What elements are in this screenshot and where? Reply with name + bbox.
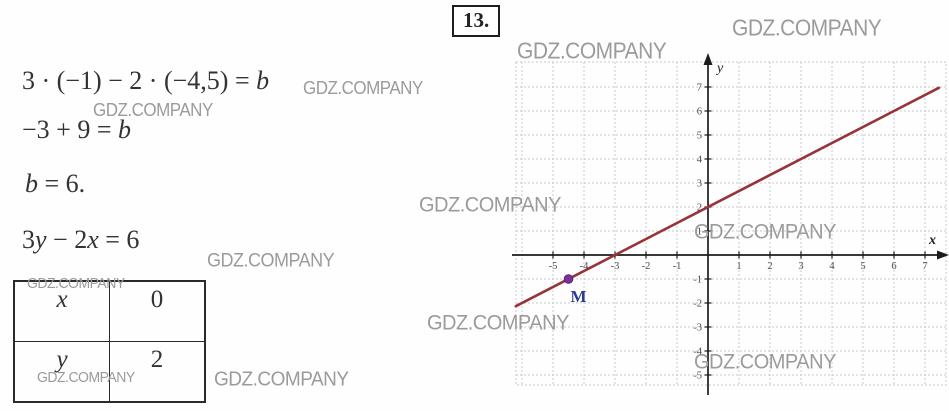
grid-border xyxy=(515,61,947,386)
x-axis-label: x xyxy=(928,233,936,248)
equation-variable: x xyxy=(87,225,99,254)
x-tick-label: 6 xyxy=(891,261,896,272)
y-axis-arrow-icon xyxy=(703,53,713,65)
equation-variable: b xyxy=(25,169,38,198)
x-tick-label: 2 xyxy=(767,261,772,272)
watermark: GDZ.COMPANY xyxy=(427,311,569,335)
y-tick-label: 6 xyxy=(697,107,702,118)
x-tick-label: 5 xyxy=(860,261,865,272)
watermark: GDZ.COMPANY xyxy=(37,368,135,386)
y-tick-label: -1 xyxy=(693,275,702,286)
x-tick-label: -2 xyxy=(642,261,651,272)
watermark: GDZ.COMPANY xyxy=(419,193,561,217)
equation-text: = 6. xyxy=(38,169,86,198)
y-tick-label: -5 xyxy=(693,371,702,382)
equation-variable: y xyxy=(35,225,47,254)
watermark: GDZ.COMPANY xyxy=(207,249,335,271)
y-tick-label: 2 xyxy=(697,203,702,214)
x-tick-label: 1 xyxy=(736,261,741,272)
x-tick-label: -3 xyxy=(611,261,620,272)
equation-variable: b xyxy=(118,115,131,144)
y-tick-label: -2 xyxy=(693,299,702,310)
y-tick-label: -4 xyxy=(693,347,702,358)
point-m-label: M xyxy=(571,287,587,306)
x-tick-label: -1 xyxy=(673,261,682,272)
values-table: x 0 y 2 xyxy=(13,280,206,403)
x-axis-arrow-icon xyxy=(937,250,949,260)
y-tick-label: 3 xyxy=(697,179,702,190)
table-cell-y-label: y xyxy=(13,341,110,403)
point-m-dot xyxy=(563,274,574,284)
y-tick-label: 4 xyxy=(697,155,703,166)
table-row: y 2 xyxy=(13,341,206,403)
coordinate-plane-graph: -5 -4 -3 -2 -1 1 2 3 4 5 6 7 -5 -4 -3 -2 -1 1 2 3 4 5 6 7 x y M xyxy=(512,53,949,395)
watermark: GDZ.COMPANY xyxy=(732,16,882,41)
watermark: GDZ.COMPANY xyxy=(517,39,667,64)
equation-text: 3 xyxy=(22,225,35,254)
equation-line: 3y − 2x = 6 xyxy=(22,226,139,253)
graph-line xyxy=(514,86,941,308)
y-tick-label: 1 xyxy=(697,227,702,238)
y-tick-label: 5 xyxy=(697,131,702,142)
x-tick-label: 7 xyxy=(922,261,927,272)
table-cell-y-value: 2 xyxy=(109,341,206,403)
equation-text: 3 · (−1) − 2 · (−4,5) = xyxy=(22,66,257,95)
equation-line: 3 · (−1) − 2 · (−4,5) = b xyxy=(22,67,269,94)
problem-number-badge: 13. xyxy=(452,5,501,37)
watermark: GDZ.COMPANY xyxy=(93,100,213,121)
watermark: GDZ.COMPANY xyxy=(27,274,125,292)
y-axis-label: y xyxy=(715,61,724,76)
equation-text: −3 + 9 = xyxy=(22,115,118,144)
equation-text: = 6 xyxy=(98,225,140,254)
watermark: GDZ.COMPANY xyxy=(694,350,836,374)
watermark: GDZ.COMPANY xyxy=(303,78,423,99)
watermark: GDZ.COMPANY xyxy=(694,220,836,244)
x-tick-label: -4 xyxy=(580,261,589,272)
equation-text: − 2 xyxy=(46,225,88,254)
equation-variable: b xyxy=(256,66,270,95)
y-tick-label: -3 xyxy=(693,323,702,334)
equation-line: b = 6. xyxy=(25,170,85,197)
watermark: GDZ.COMPANY xyxy=(214,368,349,391)
y-tick-label: 7 xyxy=(697,83,702,94)
table-cell-x-value: 0 xyxy=(109,280,206,342)
equation-line: −3 + 9 = b xyxy=(22,116,131,143)
x-tick-label: 3 xyxy=(798,261,803,272)
x-tick-label: -5 xyxy=(549,261,558,272)
x-tick-label: 4 xyxy=(829,261,835,272)
